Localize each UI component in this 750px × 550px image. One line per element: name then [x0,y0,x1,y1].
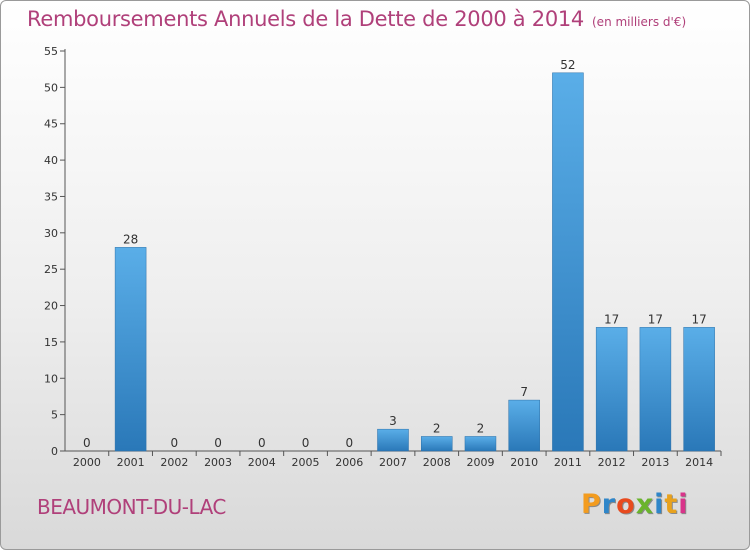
bar [595,327,628,452]
logo-letter: o [616,489,636,520]
y-tick-label: 35 [44,190,58,203]
x-tick-label: 2007 [379,456,407,469]
bar [420,436,453,452]
logo-letter: i [678,489,689,520]
logo-letter: t [664,489,679,520]
bar [464,436,497,452]
y-tick-label: 45 [44,118,58,131]
unit-note: (en milliers d'€) [592,15,687,29]
bar [114,247,147,452]
logo-letter: P [581,489,602,520]
x-tick-label: 2004 [248,456,276,469]
data-label: 0 [171,436,179,450]
data-label: 17 [604,312,619,326]
x-tick-label: 2000 [73,456,101,469]
y-tick-label: 20 [44,300,58,313]
bar [639,327,672,452]
data-label: 52 [560,58,575,72]
x-tick-label: 2012 [598,456,626,469]
x-tick-label: 2011 [554,456,582,469]
y-tick-label: 40 [44,154,58,167]
x-tick-label: 2005 [292,456,320,469]
logo-letter: r [601,489,617,520]
data-label: 0 [214,436,222,450]
y-tick-label: 10 [44,372,58,385]
data-label: 28 [123,232,138,246]
y-tick-label: 50 [44,81,58,94]
x-tick-label: 2014 [685,456,713,469]
data-label: 0 [258,436,266,450]
y-tick-label: 5 [51,409,58,422]
commune-name: BEAUMONT-DU-LAC [37,495,226,519]
chart-title-text: Remboursements Annuels de la Dette de 20… [27,7,584,31]
bar [508,399,540,452]
x-tick-label: 2003 [204,456,232,469]
data-label: 0 [345,436,353,450]
chart-title: Remboursements Annuels de la Dette de 20… [27,7,686,31]
bar [552,72,584,452]
data-label: 7 [520,385,528,399]
y-tick-label: 0 [51,445,58,458]
data-label: 17 [691,312,706,326]
x-tick-label: 2006 [335,456,363,469]
x-tick-label: 2010 [510,456,538,469]
y-tick-label: 15 [44,336,58,349]
x-tick-label: 2002 [160,456,188,469]
x-tick-label: 2001 [117,456,145,469]
data-label: 17 [648,312,663,326]
x-tick-label: 2009 [466,456,494,469]
y-tick-label: 55 [44,45,58,58]
data-label: 0 [302,436,310,450]
x-tick-label: 2013 [641,456,669,469]
y-tick-label: 25 [44,263,58,276]
data-label: 2 [477,421,485,435]
x-tick-label: 2008 [423,456,451,469]
data-label: 3 [389,414,397,428]
y-tick-label: 30 [44,227,58,240]
proxiti-logo: Proxiti [581,489,689,520]
bar [377,428,409,452]
data-label: 2 [433,421,441,435]
bar [683,327,715,452]
logo-letter: i [654,489,665,520]
data-label: 0 [83,436,91,450]
logo-letter: x [635,489,655,520]
